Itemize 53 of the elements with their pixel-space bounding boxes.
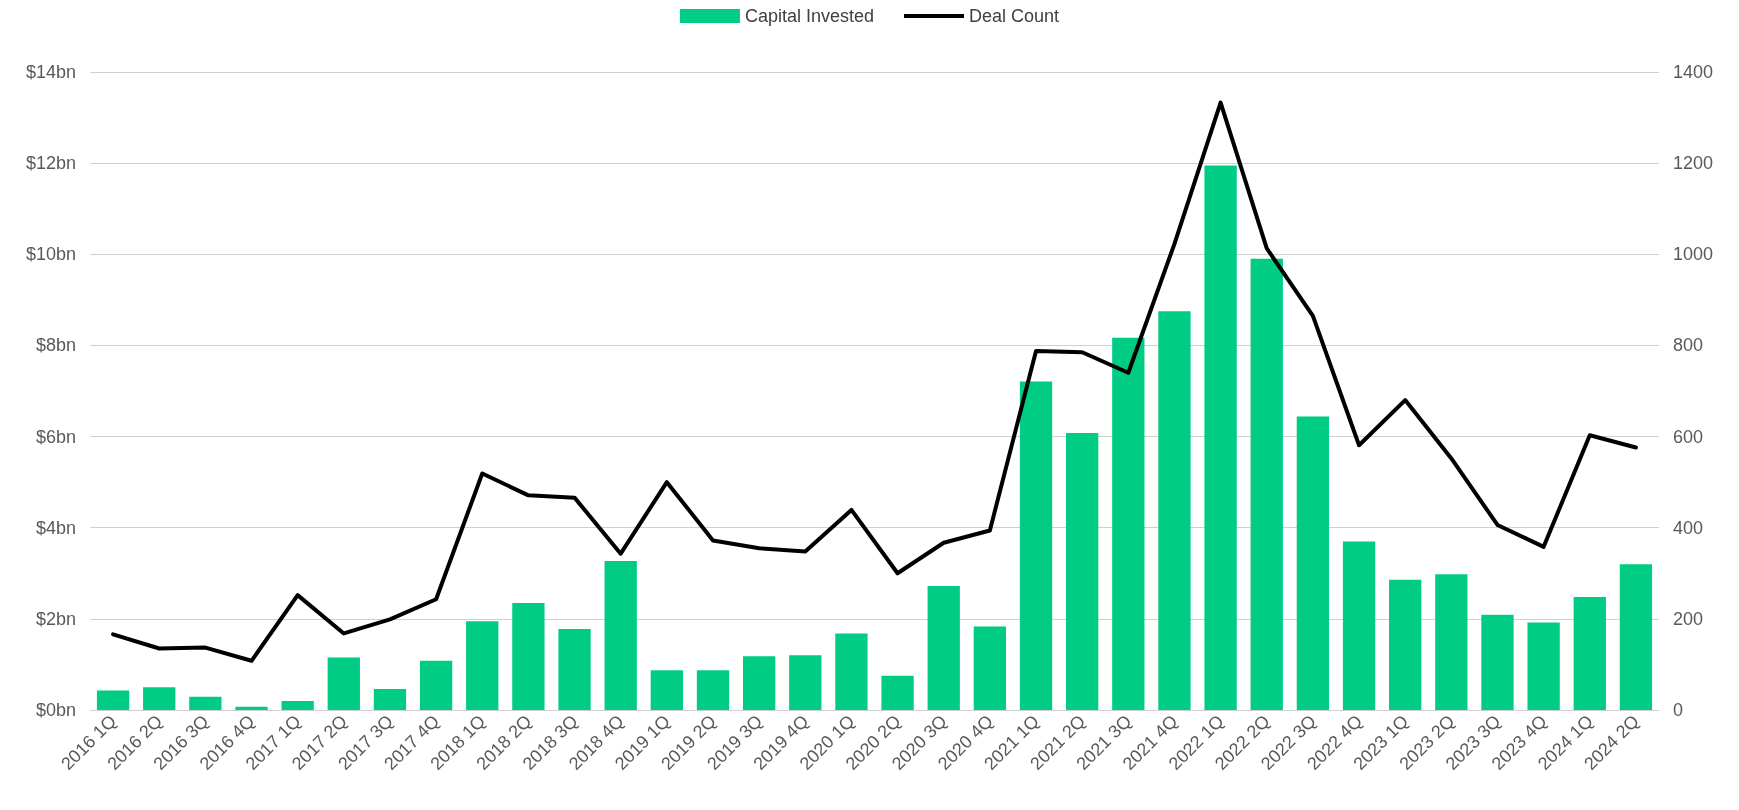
bar bbox=[327, 657, 360, 710]
bar bbox=[143, 687, 176, 710]
y2-tick-label: 0 bbox=[1673, 700, 1684, 720]
bar bbox=[696, 670, 730, 710]
bar bbox=[973, 626, 1007, 710]
y2-tick-label: 200 bbox=[1673, 608, 1704, 629]
y-tick-label: $14bn bbox=[25, 62, 76, 82]
bar bbox=[1342, 541, 1376, 710]
bar bbox=[1296, 416, 1330, 710]
bar bbox=[235, 706, 268, 710]
legend-label: Capital Invested bbox=[744, 6, 875, 26]
bar bbox=[1250, 258, 1283, 710]
bar bbox=[1112, 337, 1145, 710]
y-tick-label: $10bn bbox=[25, 244, 76, 265]
bar bbox=[558, 628, 591, 710]
y-tick-label: $6bn bbox=[35, 426, 76, 447]
bar bbox=[742, 656, 776, 710]
bar bbox=[604, 560, 637, 710]
y-tick-label: $2bn bbox=[35, 608, 76, 629]
bar bbox=[1066, 432, 1099, 710]
bar bbox=[512, 602, 545, 710]
y2-tick-label: 600 bbox=[1673, 426, 1704, 447]
bar bbox=[1527, 622, 1560, 710]
y2-tick-label: 400 bbox=[1673, 517, 1704, 538]
bar bbox=[789, 655, 822, 710]
y2-tick-label: 800 bbox=[1673, 335, 1704, 356]
bar bbox=[1619, 564, 1653, 710]
bar bbox=[1389, 579, 1422, 710]
bar bbox=[96, 690, 130, 710]
bar bbox=[1204, 165, 1237, 710]
bar bbox=[881, 675, 914, 710]
bar bbox=[189, 696, 222, 710]
bar bbox=[466, 621, 499, 710]
line-series bbox=[111, 100, 1638, 663]
bar bbox=[373, 689, 407, 710]
bar bbox=[1481, 614, 1514, 710]
bar bbox=[927, 586, 960, 710]
bar bbox=[1158, 311, 1191, 710]
y2-tick-label: 1000 bbox=[1673, 244, 1714, 265]
bar bbox=[835, 633, 868, 710]
y-tick-label: $12bn bbox=[25, 153, 76, 174]
y2-tick-label: 1400 bbox=[1673, 62, 1714, 82]
bar bbox=[650, 670, 683, 710]
y-tick-label: $4bn bbox=[35, 517, 76, 538]
bar bbox=[281, 700, 314, 710]
legend-label: Deal Count bbox=[969, 6, 1060, 26]
y-tick-label: $8bn bbox=[35, 335, 76, 356]
bar bbox=[1573, 596, 1606, 710]
bar bbox=[1019, 381, 1053, 710]
bar bbox=[419, 660, 453, 710]
bar bbox=[1435, 574, 1468, 710]
y2-tick-label: 1200 bbox=[1673, 153, 1714, 174]
y-tick-label: $0bn bbox=[35, 700, 76, 720]
